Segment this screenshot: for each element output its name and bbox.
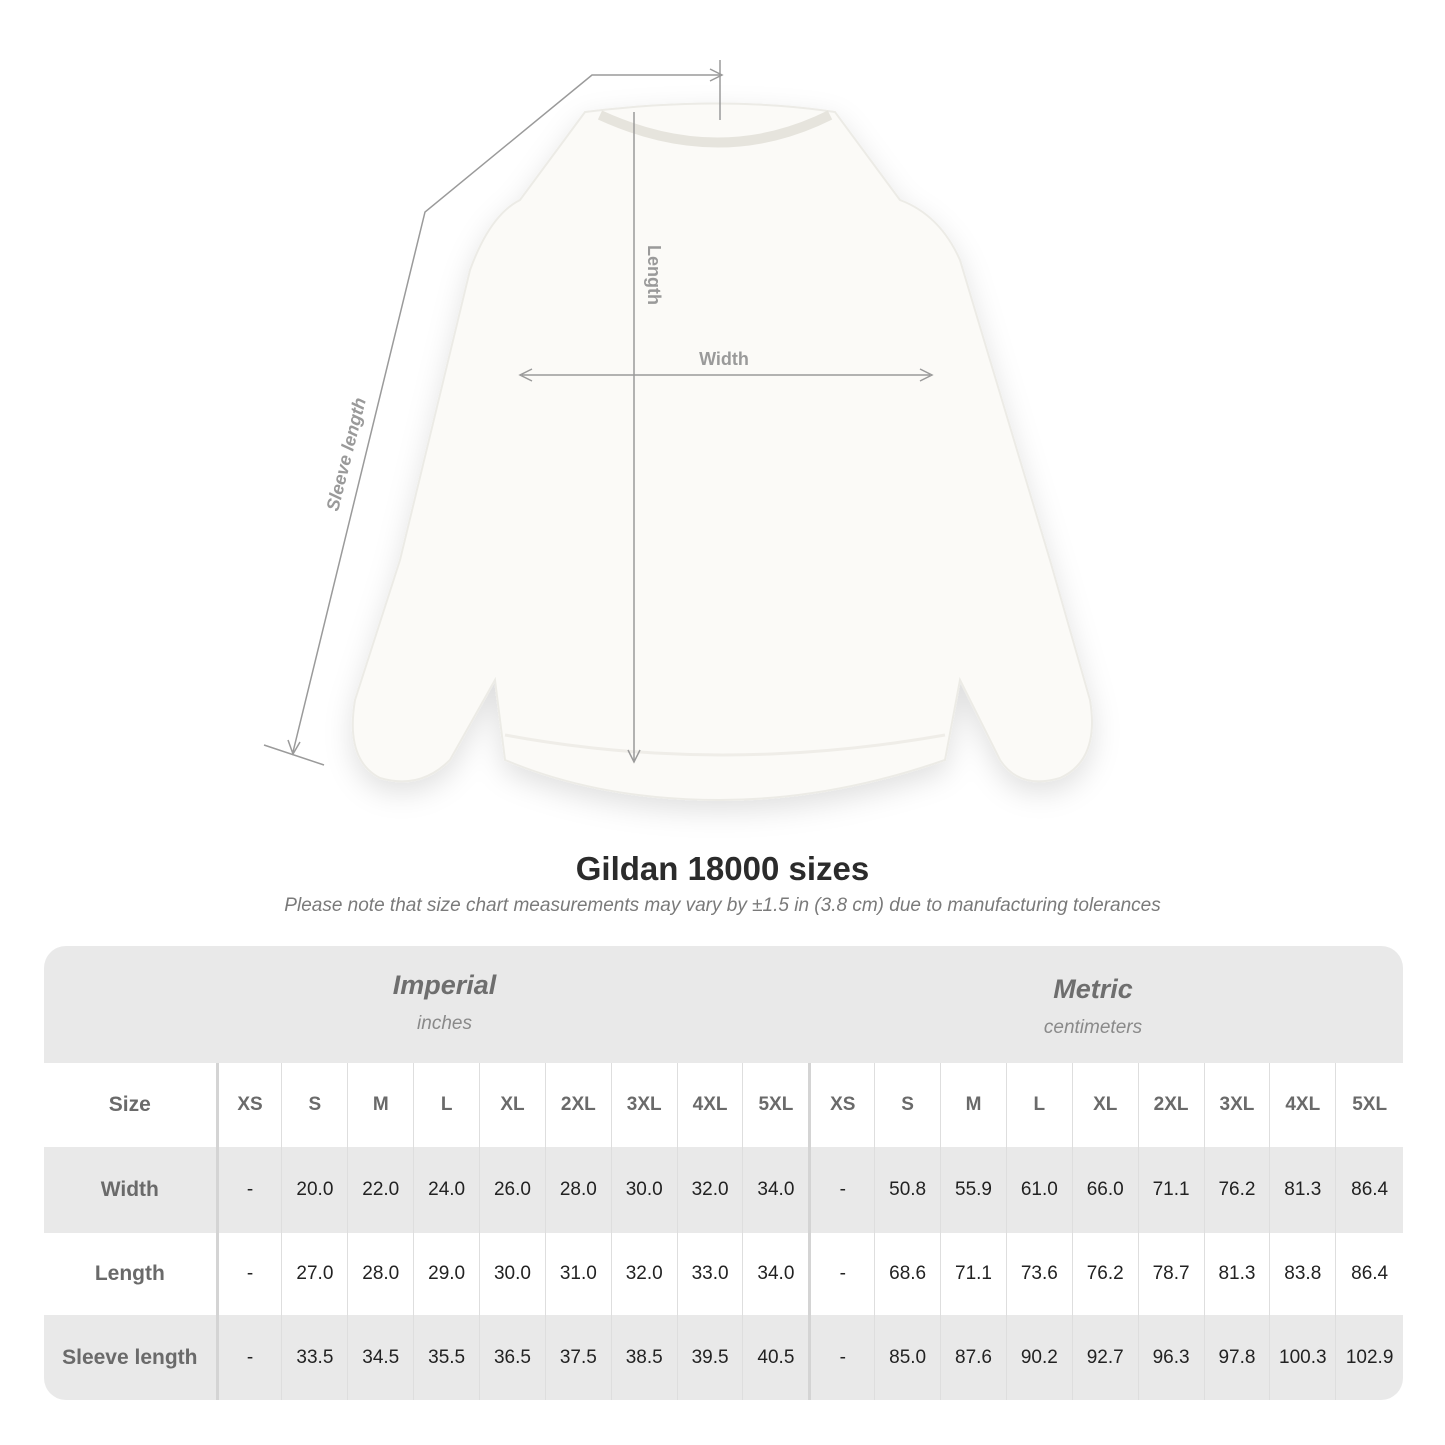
metric-unit: centimeters xyxy=(1043,1017,1143,1038)
length-label: Length xyxy=(644,245,664,305)
row-label: Length xyxy=(94,1262,165,1285)
cell-metric: - xyxy=(808,1233,874,1315)
size-header-imperial: XS xyxy=(215,1063,282,1147)
cell-imperial: 35.5 xyxy=(413,1315,479,1400)
cell-imperial: 38.5 xyxy=(610,1315,677,1400)
cell-imperial: 22.0 xyxy=(347,1147,413,1233)
width-label: Width xyxy=(699,349,749,369)
cell-metric: 86.4 xyxy=(1335,1233,1403,1315)
sleeve-length-label: Sleeve length xyxy=(322,396,369,513)
cell-metric: 85.0 xyxy=(874,1315,940,1400)
size-header-row: Size XS S M L XL 2XL 3XL 4XL 5XL XS S M L XL 2XL 3XL 4XL 5… xyxy=(44,1063,1403,1147)
cell-imperial: 29.0 xyxy=(413,1233,479,1315)
cell-imperial: 32.0 xyxy=(676,1147,743,1233)
cell-imperial: - xyxy=(215,1233,282,1315)
size-header-imperial: M xyxy=(347,1063,413,1147)
size-header-metric: L xyxy=(1005,1063,1072,1147)
row-label: Width xyxy=(100,1178,159,1201)
cell-imperial: 30.0 xyxy=(610,1147,677,1233)
cell-metric: - xyxy=(808,1147,874,1233)
cell-metric: 73.6 xyxy=(1005,1233,1072,1315)
cell-imperial: 28.0 xyxy=(347,1233,413,1315)
table-row: Length -27.0 28.0 29.0 30.0 31.0 32.0 33.0 34.0-… xyxy=(44,1233,1403,1315)
cell-metric: 100.3 xyxy=(1269,1315,1335,1400)
cell-metric: 92.7 xyxy=(1071,1315,1138,1400)
cell-metric: 81.3 xyxy=(1269,1147,1335,1233)
table-row: Width -20.0 22.0 24.0 26.0 28.0 30.0 32.0 34.0-5… xyxy=(44,1147,1403,1233)
measurement-lines xyxy=(263,60,934,766)
cell-metric: 90.2 xyxy=(1005,1315,1072,1400)
metric-title: Metric xyxy=(1053,974,1133,1004)
size-header-imperial: XL xyxy=(479,1063,545,1147)
cell-imperial: 36.5 xyxy=(479,1315,545,1400)
metric-header: Metric centimeters xyxy=(810,974,1376,1039)
page-title: Gildan 18000 sizes xyxy=(575,850,870,887)
cell-imperial: 34.0 xyxy=(742,1233,808,1315)
size-header-imperial: L xyxy=(413,1063,479,1147)
cell-imperial: 30.0 xyxy=(479,1233,545,1315)
sweatshirt-diagram: Length Width Sleeve length xyxy=(263,60,1093,802)
cell-metric: 83.8 xyxy=(1269,1233,1335,1315)
cell-metric: 76.2 xyxy=(1203,1147,1270,1233)
size-header-imperial: 5XL xyxy=(742,1063,808,1147)
cell-metric: 97.8 xyxy=(1203,1315,1270,1400)
cell-metric: 71.1 xyxy=(1137,1147,1204,1233)
cell-metric: 78.7 xyxy=(1137,1233,1204,1315)
imperial-unit: inches xyxy=(417,1013,472,1034)
size-header-imperial: 2XL xyxy=(544,1063,611,1147)
size-header-metric: 5XL xyxy=(1335,1063,1403,1147)
size-header-metric: XL xyxy=(1071,1063,1138,1147)
cell-imperial: 37.5 xyxy=(544,1315,611,1400)
size-header-imperial: 4XL xyxy=(676,1063,743,1147)
cell-imperial: 24.0 xyxy=(413,1147,479,1233)
cell-metric: 76.2 xyxy=(1071,1233,1138,1315)
size-header-metric: M xyxy=(940,1063,1006,1147)
size-header-metric: S xyxy=(874,1063,940,1147)
cell-imperial: 34.5 xyxy=(347,1315,413,1400)
cell-metric: 81.3 xyxy=(1203,1233,1270,1315)
cell-imperial: - xyxy=(215,1147,282,1233)
cell-imperial: 20.0 xyxy=(281,1147,347,1233)
cell-metric: 55.9 xyxy=(940,1147,1006,1233)
size-header-metric: XS xyxy=(808,1063,874,1147)
cell-metric: 71.1 xyxy=(940,1233,1006,1315)
cell-imperial: 27.0 xyxy=(281,1233,347,1315)
cell-imperial: 28.0 xyxy=(544,1147,611,1233)
cell-metric: 68.6 xyxy=(874,1233,940,1315)
cell-metric: 50.8 xyxy=(874,1147,940,1233)
size-header-imperial: S xyxy=(281,1063,347,1147)
cell-imperial: 26.0 xyxy=(479,1147,545,1233)
cell-metric: 61.0 xyxy=(1005,1147,1072,1233)
tolerance-note: Please note that size chart measurements… xyxy=(284,895,1161,916)
cell-imperial: - xyxy=(215,1315,282,1400)
cell-imperial: 33.5 xyxy=(281,1315,347,1400)
size-header-metric: 3XL xyxy=(1203,1063,1270,1147)
cell-imperial: 40.5 xyxy=(742,1315,808,1400)
cell-metric: 66.0 xyxy=(1071,1147,1138,1233)
size-table: Imperial inches Metric centimeters Size X… xyxy=(44,946,1403,1400)
sweatshirt xyxy=(351,102,1093,802)
row-label: Size xyxy=(108,1093,151,1116)
cell-metric: 102.9 xyxy=(1335,1315,1403,1400)
row-label: Sleeve length xyxy=(62,1345,198,1369)
table-row: Sleeve length -33.5 34.5 35.5 36.5 37.5 38.5 39… xyxy=(44,1315,1403,1400)
size-header-metric: 4XL xyxy=(1269,1063,1335,1147)
cell-imperial: 39.5 xyxy=(676,1315,743,1400)
cell-imperial: 33.0 xyxy=(676,1233,743,1315)
cell-metric: 87.6 xyxy=(940,1315,1006,1400)
cell-metric: 96.3 xyxy=(1137,1315,1204,1400)
cell-imperial: 34.0 xyxy=(742,1147,808,1233)
cell-metric: 86.4 xyxy=(1335,1147,1403,1233)
size-header-imperial: 3XL xyxy=(610,1063,677,1147)
unit-header: Imperial inches Metric centimeters xyxy=(44,946,1403,1063)
cell-metric: - xyxy=(808,1315,874,1400)
cell-imperial: 32.0 xyxy=(610,1233,677,1315)
imperial-title: Imperial xyxy=(392,970,497,1000)
cell-imperial: 31.0 xyxy=(544,1233,611,1315)
size-header-metric: 2XL xyxy=(1137,1063,1204,1147)
imperial-header: Imperial inches xyxy=(216,970,673,1035)
